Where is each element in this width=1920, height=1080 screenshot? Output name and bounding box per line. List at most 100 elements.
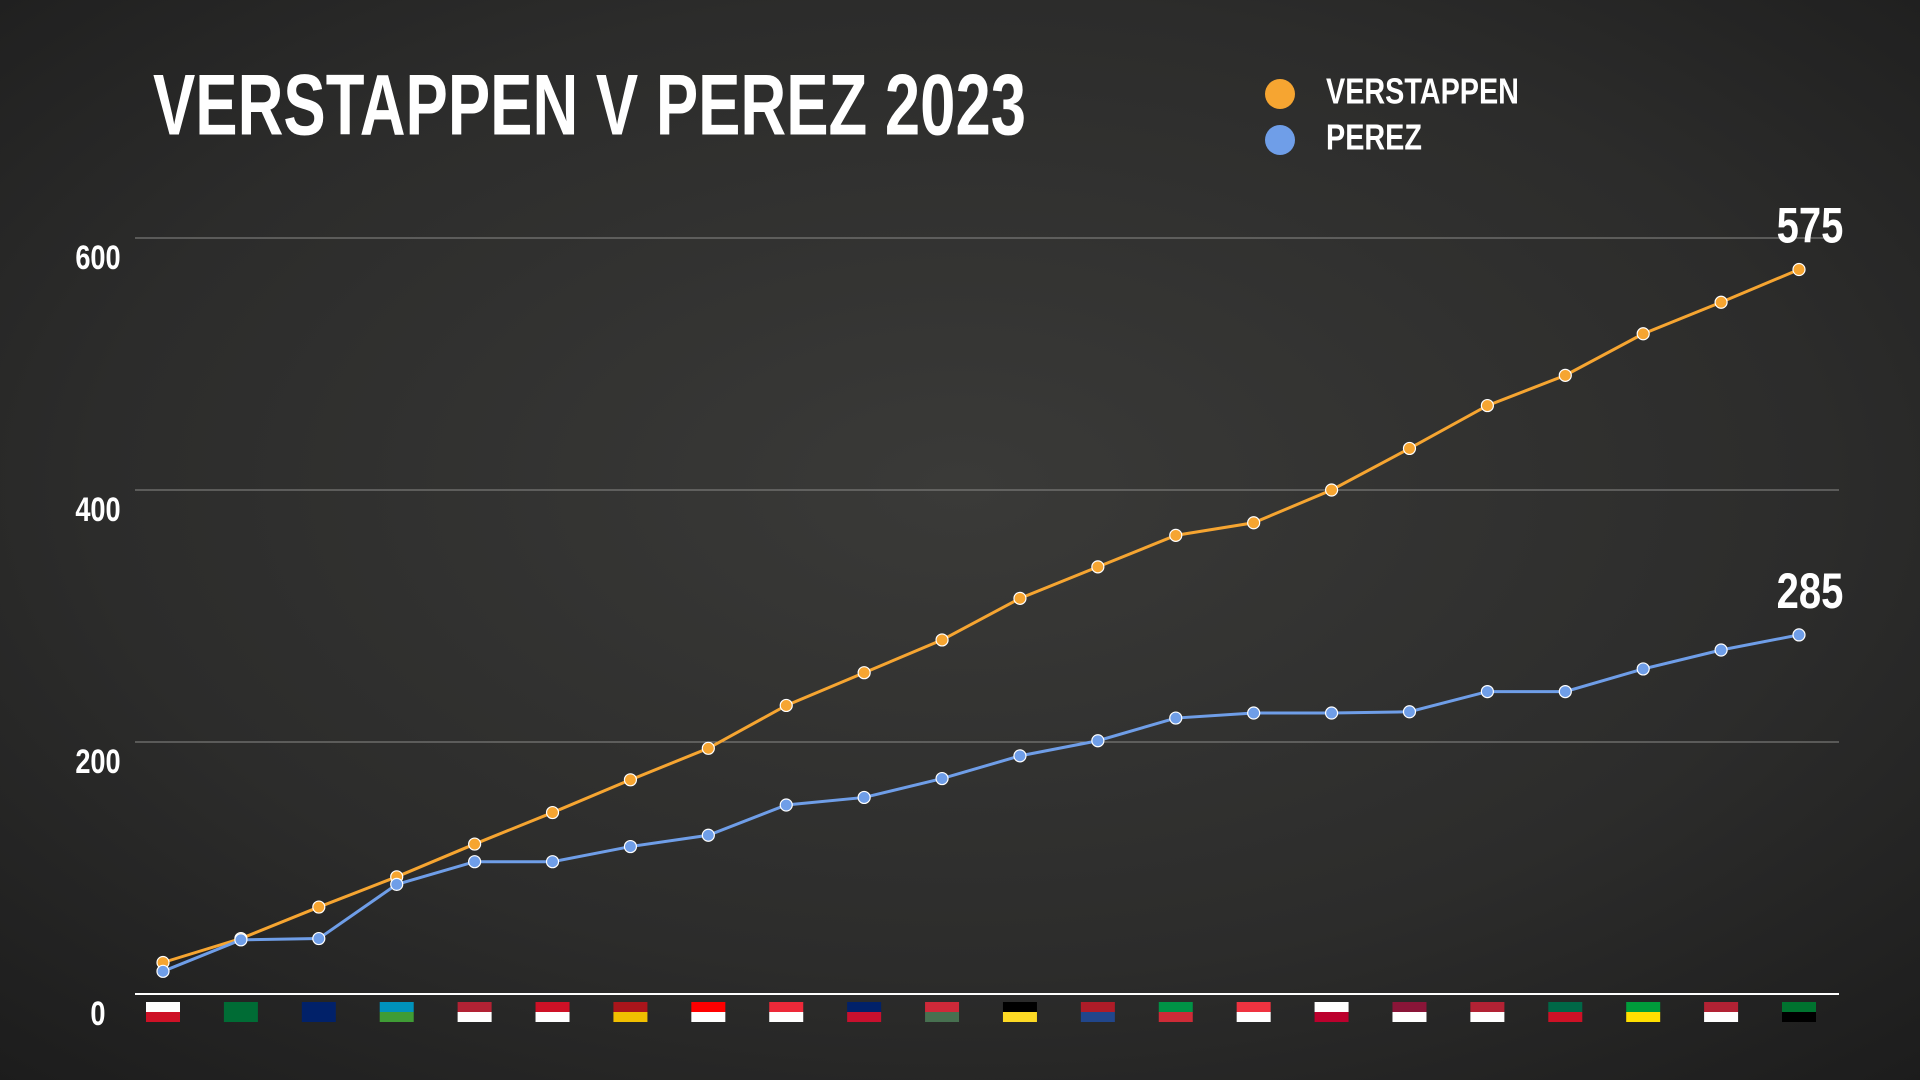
flag: [1236, 1002, 1271, 1012]
flag: [1080, 1012, 1115, 1022]
y-tick-label: 400: [75, 490, 120, 529]
flag: [379, 1002, 414, 1012]
data-point: [1558, 368, 1572, 382]
flag: [847, 1012, 882, 1022]
data-point: [1636, 327, 1650, 341]
flag: [1236, 1012, 1271, 1022]
series-line: [162, 268, 1800, 964]
data-point: [1324, 706, 1339, 720]
data-point: [545, 855, 560, 869]
flag: [457, 1012, 492, 1022]
flag: [613, 1002, 648, 1012]
flag: [1392, 1012, 1427, 1022]
flag: [1782, 1012, 1816, 1022]
data-point: [1324, 483, 1339, 497]
data-point: [312, 931, 326, 946]
flag: [1002, 1012, 1037, 1022]
flag: [613, 1012, 648, 1022]
data-point: [1091, 560, 1105, 574]
flag: [457, 1002, 492, 1012]
data-point: [779, 798, 793, 812]
data-point: [390, 877, 404, 891]
flag: [1470, 1012, 1505, 1022]
value-label: 575: [1777, 197, 1844, 253]
flag: [691, 1012, 726, 1022]
data-point: [1247, 706, 1261, 720]
y-tick-label: 600: [75, 238, 120, 277]
data-point: [623, 839, 638, 854]
legend-label: PEREZ: [1326, 116, 1422, 157]
y-tick-label: 200: [75, 742, 120, 781]
data-point: [857, 790, 871, 805]
series-line: [162, 633, 1800, 973]
data-point: [545, 805, 560, 820]
data-point: [1402, 705, 1417, 719]
flag: [1080, 1002, 1115, 1012]
data-point: [1402, 441, 1417, 456]
data-point: [1169, 528, 1183, 542]
data-point: [1480, 684, 1494, 699]
data-point: [312, 900, 326, 914]
flag: [1158, 1012, 1193, 1022]
data-point: [623, 773, 638, 787]
flag: [301, 1002, 336, 1012]
value-label: 285: [1777, 563, 1844, 619]
data-point: [1792, 628, 1806, 642]
flag: [1626, 1002, 1661, 1012]
flag: [769, 1012, 804, 1022]
data-point: [935, 771, 949, 786]
data-point: [701, 828, 715, 842]
flag: [1314, 1002, 1349, 1012]
chart-title: VERSTAPPEN V PEREZ 2023: [153, 58, 1026, 154]
flag: [1704, 1002, 1739, 1012]
data-point: [1091, 734, 1105, 748]
flag: [1548, 1002, 1583, 1012]
data-point: [935, 633, 949, 647]
data-point: [1558, 684, 1572, 699]
flag: [535, 1012, 570, 1022]
data-point: [156, 964, 170, 978]
flag: [146, 1002, 180, 1012]
flag: [1392, 1002, 1427, 1012]
data-point: [1013, 591, 1027, 605]
data-point: [1480, 398, 1494, 413]
flag: [1002, 1002, 1037, 1012]
legend-marker: [1265, 79, 1295, 109]
flag: [301, 1012, 336, 1022]
data-point: [1636, 662, 1650, 676]
data-point: [779, 698, 793, 713]
data-point: [234, 933, 248, 947]
flag: [535, 1002, 570, 1012]
flag: [1314, 1012, 1349, 1022]
flag: [925, 1002, 960, 1012]
legend-label: VERSTAPPEN: [1326, 70, 1519, 111]
legend-marker: [1265, 125, 1295, 155]
flag: [1704, 1012, 1739, 1022]
flag: [379, 1012, 414, 1022]
data-point: [468, 855, 482, 869]
flag: [769, 1002, 804, 1012]
flag: [1158, 1002, 1193, 1012]
flag: [1470, 1002, 1505, 1012]
flag: [1626, 1012, 1661, 1022]
data-point: [1013, 749, 1027, 763]
flag: [1782, 1002, 1816, 1012]
flag: [847, 1002, 882, 1012]
y-tick-label: 0: [90, 994, 105, 1033]
data-point: [1169, 711, 1183, 725]
data-point: [1792, 262, 1806, 277]
data-point: [468, 837, 482, 851]
data-point: [857, 666, 871, 680]
flag: [691, 1002, 726, 1012]
data-point: [1714, 295, 1728, 309]
flag: [223, 1002, 258, 1012]
data-point: [701, 741, 715, 755]
data-point: [1714, 643, 1728, 657]
flag: [146, 1012, 180, 1022]
flag: [925, 1012, 960, 1022]
data-point: [1247, 516, 1261, 530]
flag: [1548, 1012, 1583, 1022]
